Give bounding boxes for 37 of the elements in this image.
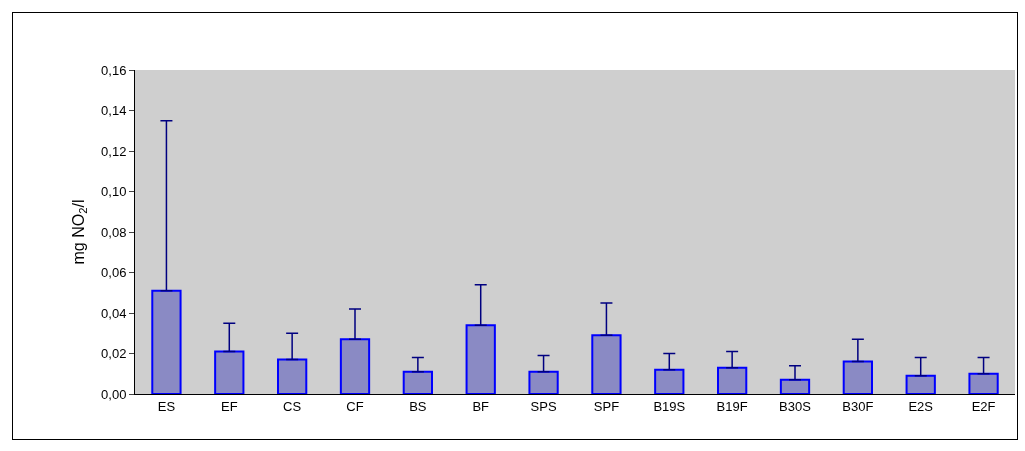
bar [779, 378, 811, 394]
x-tick-label: SPF [593, 398, 620, 414]
bar [465, 324, 496, 394]
y-tick-label: 0,02 [101, 346, 127, 362]
y-tick-label: 0,00 [101, 386, 127, 402]
y-tick-label: 0,04 [101, 305, 127, 321]
y-tick-label: 0,08 [101, 224, 127, 240]
y-tick-label: 0,10 [101, 184, 127, 200]
x-tick-label: B19F [716, 398, 748, 414]
y-tick-label: 0,16 [101, 62, 127, 78]
y-tick-label: 0,06 [101, 265, 127, 281]
x-tick-label: E2F [971, 398, 996, 414]
x-tick-label: EF [220, 398, 238, 414]
bar [905, 374, 936, 394]
bar [277, 358, 308, 394]
bar [151, 289, 182, 394]
x-tick-label: BS [409, 398, 427, 414]
y-tick-label: 0,14 [101, 103, 127, 119]
bar [402, 370, 433, 394]
bar [591, 334, 622, 394]
x-tick-label: BF [472, 398, 490, 414]
bar [968, 372, 999, 394]
x-tick-label: SPS [530, 398, 557, 414]
bar [842, 360, 873, 394]
x-tick-label: CS [283, 398, 302, 414]
bar [717, 366, 748, 394]
y-tick-label: 0,12 [101, 143, 127, 159]
x-tick-label: B30S [779, 398, 812, 414]
x-tick-label: B30F [842, 398, 874, 414]
x-tick-label: E2S [908, 398, 934, 414]
x-tick-label: CF [346, 398, 364, 414]
bar [528, 370, 559, 394]
x-tick-label: ES [157, 398, 176, 414]
bar [339, 338, 371, 394]
bar [214, 350, 245, 394]
x-tick-label: B19S [653, 398, 686, 414]
bar [654, 368, 685, 394]
